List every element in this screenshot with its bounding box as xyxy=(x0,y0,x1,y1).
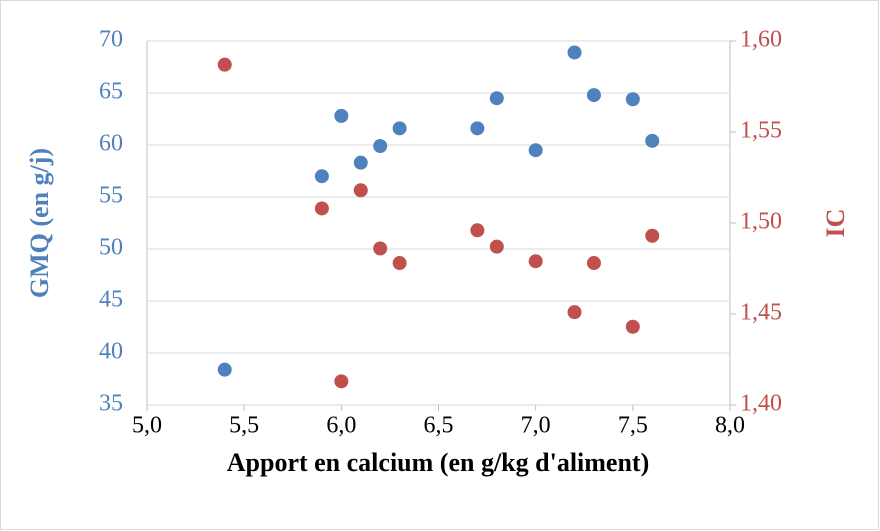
point xyxy=(217,362,232,377)
y-tick-label: 55 xyxy=(99,183,123,209)
point xyxy=(528,254,543,269)
y2-tick-label: 1,40 xyxy=(740,391,782,417)
point xyxy=(528,143,543,158)
point xyxy=(586,88,601,103)
y-tick-label: 65 xyxy=(99,79,123,105)
point xyxy=(353,155,368,170)
point xyxy=(470,121,485,136)
y-tick-label: 35 xyxy=(99,391,123,417)
y2-tick-label: 1,55 xyxy=(740,118,782,144)
point xyxy=(217,57,232,72)
y-tick-label: 60 xyxy=(99,131,123,157)
point xyxy=(353,183,368,198)
point xyxy=(373,139,388,154)
point xyxy=(489,239,504,254)
y-tick-label: 50 xyxy=(99,235,123,261)
x-tick-label: 7,0 xyxy=(521,413,551,439)
x-axis-title: Apport en calcium (en g/kg d'aliment) xyxy=(227,448,650,477)
point xyxy=(334,374,349,389)
x-tick-label: 5,5 xyxy=(229,413,259,439)
y2-tick-label: 1,50 xyxy=(740,209,782,235)
point xyxy=(567,45,582,60)
y2-tick-label: 1,60 xyxy=(740,27,782,53)
y2-tick-label: 1,45 xyxy=(740,300,782,326)
point xyxy=(489,91,504,106)
y-tick-label: 45 xyxy=(99,287,123,313)
x-tick-label: 7,5 xyxy=(618,413,648,439)
x-tick-label: 5,0 xyxy=(132,413,162,439)
point xyxy=(334,108,349,123)
point xyxy=(314,169,329,184)
y-tick-label: 40 xyxy=(99,339,123,365)
point xyxy=(645,133,660,148)
point xyxy=(392,121,407,136)
point xyxy=(645,228,660,243)
point xyxy=(567,305,582,320)
x-tick-label: 6,5 xyxy=(424,413,454,439)
point xyxy=(625,319,640,334)
point xyxy=(470,223,485,238)
point xyxy=(586,256,601,271)
point xyxy=(625,92,640,107)
y-axis-title: GMQ (en g/j) xyxy=(25,148,54,298)
point xyxy=(373,241,388,256)
point xyxy=(392,256,407,271)
point xyxy=(314,201,329,216)
x-tick-label: 8,0 xyxy=(715,413,745,439)
x-tick-label: 6,0 xyxy=(326,413,356,439)
y-tick-label: 70 xyxy=(99,27,123,53)
y2-axis-title: IC xyxy=(821,209,850,238)
